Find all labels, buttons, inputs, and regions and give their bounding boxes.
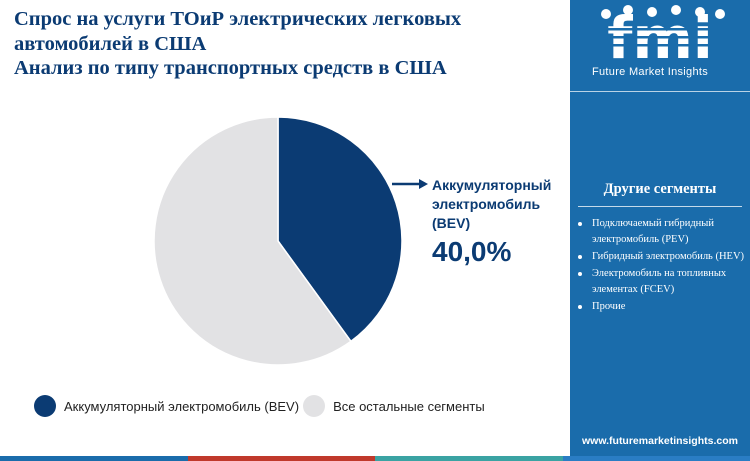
bullet-icon bbox=[578, 222, 582, 226]
bullet-icon bbox=[578, 305, 582, 309]
callout-arrow bbox=[392, 179, 428, 189]
chart-title: Спрос на услуги ТОиР электрических легко… bbox=[14, 7, 574, 81]
fmi-logo: fmi Future Market Insights bbox=[570, 0, 750, 92]
website-url[interactable]: www.futuremarketinsights.com bbox=[582, 435, 738, 447]
bev-callout: Аккумуляторный электромобиль (BEV) 40,0% bbox=[432, 176, 551, 269]
legend-item-bev: Аккумуляторный электромобиль (BEV) bbox=[34, 395, 299, 417]
segment-item: Гибридный электромобиль (HEV) bbox=[578, 249, 746, 265]
logo-subtitle: Future Market Insights bbox=[592, 66, 709, 78]
fmi-logo-mark: fmi bbox=[590, 4, 730, 72]
bullet-icon bbox=[578, 255, 582, 259]
pie-slice-bev bbox=[277, 116, 403, 343]
pie-chart bbox=[153, 116, 428, 366]
sidebar-panel: fmi Future Market Insights Другие сегмен… bbox=[570, 0, 750, 461]
chart-legend: Аккумуляторный электромобиль (BEV) Все о… bbox=[34, 395, 485, 417]
title-line-3: Анализ по типу транспортных средств в СШ… bbox=[14, 57, 447, 79]
pie-slice-others bbox=[153, 116, 352, 366]
callout-value: 40,0% bbox=[432, 236, 512, 267]
bottom-bar-segment bbox=[562, 456, 750, 461]
bottom-bar-segment bbox=[187, 456, 375, 461]
title-line-1: Спрос на услуги ТОиР электрических легко… bbox=[14, 8, 462, 30]
legend-label-others: Все остальные сегменты bbox=[333, 398, 485, 414]
segment-item: Подключаемый гибридный электромобиль (PE… bbox=[578, 216, 746, 248]
bullet-icon bbox=[578, 272, 582, 276]
bottom-bar-segment bbox=[375, 456, 563, 461]
segment-label: Подключаемый гибридный электромобиль (PE… bbox=[592, 218, 714, 245]
bottom-bar-segment bbox=[0, 456, 188, 461]
legend-item-others: Все остальные сегменты bbox=[303, 395, 485, 417]
logo-divider bbox=[570, 91, 750, 92]
segment-item: Прочие bbox=[578, 299, 746, 315]
segments-divider bbox=[578, 206, 742, 207]
bottom-color-bar bbox=[0, 456, 750, 461]
segment-label: Прочие bbox=[592, 301, 626, 312]
callout-label-line-2: электромобиль bbox=[432, 196, 541, 212]
title-line-2: автомобилей в США bbox=[14, 32, 207, 55]
segment-label: Гибридный электромобиль (HEV) bbox=[592, 251, 745, 262]
legend-swatch-others bbox=[303, 395, 326, 417]
legend-label-bev: Аккумуляторный электромобиль (BEV) bbox=[64, 398, 300, 414]
other-segments-title: Другие сегменты bbox=[603, 181, 717, 197]
segment-label: Электромобиль на топливных элементах (FC… bbox=[592, 268, 727, 295]
callout-label-line-3: (BEV) bbox=[432, 215, 471, 231]
other-segments-list: Подключаемый гибридный электромобиль (PE… bbox=[578, 216, 746, 316]
callout-label-line-1: Аккумуляторный bbox=[432, 177, 552, 193]
segment-item: Электромобиль на топливных элементах (FC… bbox=[578, 266, 746, 298]
legend-swatch-bev bbox=[34, 395, 56, 417]
